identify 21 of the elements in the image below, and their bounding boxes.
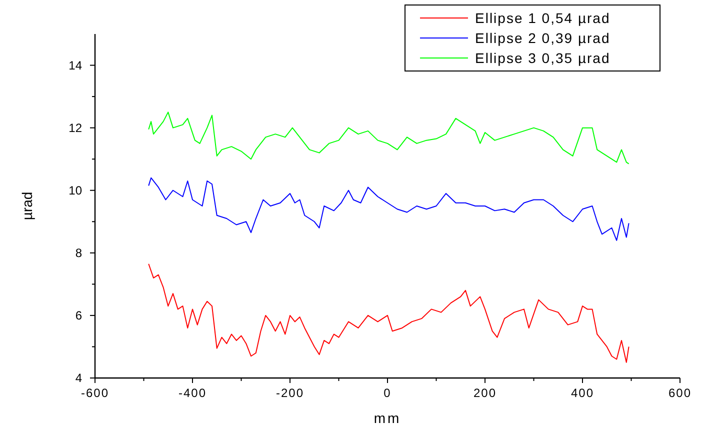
- x-tick-label: -400: [178, 386, 207, 400]
- y-tick-label: 14: [68, 58, 82, 72]
- legend-label: Ellipse 3 0,35 µrad: [475, 50, 610, 66]
- x-tick-label: 600: [668, 386, 692, 400]
- x-tick-label: 200: [473, 386, 497, 400]
- legend-label: Ellipse 2 0,39 µrad: [475, 30, 610, 46]
- y-tick-label: 12: [68, 120, 82, 135]
- x-tick-label: -600: [80, 386, 110, 400]
- line-series: [148, 263, 630, 363]
- y-tick-label: 10: [68, 183, 82, 198]
- line-series: [148, 112, 630, 164]
- legend-label: Ellipse 1 0,54 µrad: [475, 10, 610, 26]
- x-axis-title: mm: [374, 410, 402, 426]
- x-tick-label: 400: [570, 386, 594, 400]
- y-tick-label: 6: [75, 308, 82, 322]
- y-tick-label: 4: [75, 371, 82, 385]
- x-tick-label: -200: [276, 386, 304, 400]
- line-series: [148, 177, 630, 241]
- x-tick-label: 0: [384, 386, 392, 400]
- y-axis-title: µrad: [19, 192, 35, 220]
- y-tick-label: 8: [75, 246, 82, 260]
